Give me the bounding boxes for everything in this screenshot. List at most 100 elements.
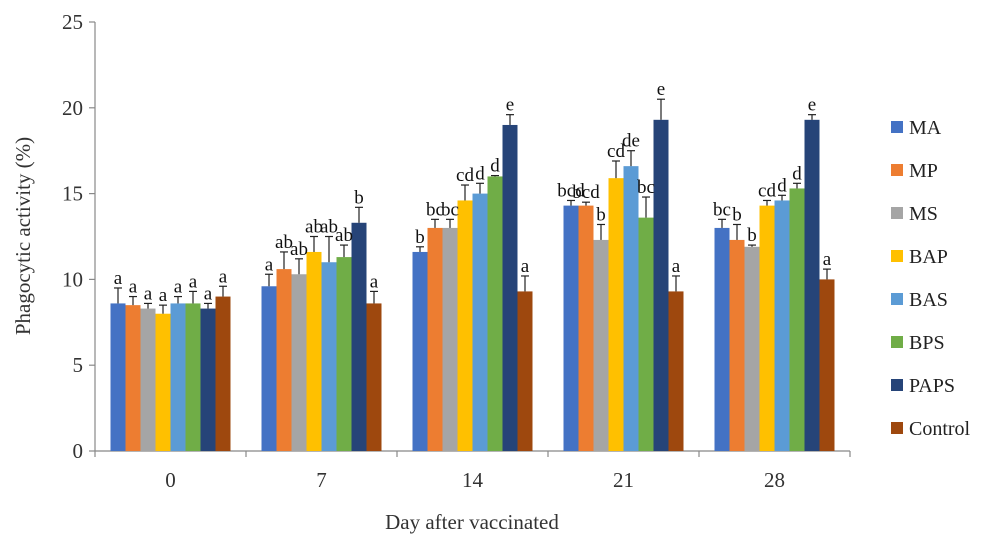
legend-swatch-ma bbox=[891, 121, 903, 133]
bar-bas bbox=[774, 200, 790, 451]
y-tick-label: 20 bbox=[62, 96, 83, 120]
bar-ms bbox=[593, 239, 609, 451]
bar-mp bbox=[729, 239, 745, 451]
bar-ma bbox=[110, 303, 126, 451]
significance-label: a bbox=[370, 271, 379, 292]
significance-label: b bbox=[354, 187, 364, 208]
legend-swatch-bps bbox=[891, 336, 903, 348]
y-tick-label: 5 bbox=[73, 353, 84, 377]
significance-label: cd bbox=[456, 165, 474, 186]
significance-label: bcd bbox=[557, 180, 585, 201]
legend-label-ms: MS bbox=[909, 203, 938, 225]
x-tick-label: 0 bbox=[165, 468, 176, 492]
bar-ms bbox=[140, 308, 156, 451]
significance-label: bc bbox=[426, 199, 444, 220]
bar-paps bbox=[351, 222, 367, 451]
x-axis: 0 7 14 21 28 bbox=[94, 450, 851, 492]
significance-label: a bbox=[265, 254, 274, 275]
significance-label: b bbox=[747, 225, 757, 246]
significance-label: bc bbox=[441, 199, 459, 220]
significance-label: b bbox=[732, 204, 742, 225]
significance-label: de bbox=[622, 131, 640, 152]
significance-label: a bbox=[129, 277, 138, 298]
significance-label: ab bbox=[290, 239, 308, 260]
bar-bap bbox=[608, 178, 624, 451]
significance-label: a bbox=[159, 285, 168, 306]
bar-control bbox=[366, 303, 382, 451]
legend-swatch-bas bbox=[891, 293, 903, 305]
significance-label: a bbox=[219, 266, 228, 287]
significance-label: bc bbox=[637, 177, 655, 198]
bar-control bbox=[668, 291, 684, 451]
legend-label-paps: PAPS bbox=[909, 375, 955, 397]
significance-label: d bbox=[777, 175, 787, 196]
x-tick-label: 14 bbox=[462, 468, 484, 492]
significance-label: e bbox=[808, 95, 816, 116]
y-tick-label: 25 bbox=[62, 10, 83, 34]
legend-label-ma: MA bbox=[909, 117, 942, 139]
significance-label: a bbox=[672, 256, 681, 277]
bar-mp bbox=[125, 305, 141, 451]
bar-bas bbox=[623, 166, 639, 452]
significance-label: bcd bbox=[572, 182, 600, 203]
bar-control bbox=[215, 296, 231, 451]
bar-bap bbox=[759, 205, 775, 451]
bar-ma bbox=[261, 286, 277, 451]
bar-ms bbox=[442, 227, 458, 451]
significance-label: ab bbox=[320, 217, 338, 238]
legend-swatch-bap bbox=[891, 250, 903, 262]
significance-label: d bbox=[490, 156, 500, 177]
significance-label: a bbox=[189, 271, 198, 292]
bar-bps bbox=[487, 176, 503, 451]
significance-label: a bbox=[144, 283, 153, 304]
bar-paps bbox=[200, 308, 216, 451]
bar-mp bbox=[578, 205, 594, 451]
significance-label: d bbox=[475, 163, 485, 184]
bar-bas bbox=[321, 262, 337, 451]
legend-swatch-control bbox=[891, 422, 903, 434]
bar-bps bbox=[789, 188, 805, 451]
bar-mp bbox=[427, 227, 443, 451]
significance-label: d bbox=[792, 163, 802, 184]
bar-bas bbox=[472, 193, 488, 451]
legend-label-bas: BAS bbox=[909, 289, 948, 311]
x-axis-title: Day after vaccinated bbox=[385, 510, 559, 534]
significance-label: b bbox=[415, 227, 425, 248]
significance-label: a bbox=[114, 268, 123, 289]
bar-mp bbox=[276, 269, 292, 451]
y-tick-label: 0 bbox=[73, 439, 84, 463]
bar-bps bbox=[185, 303, 201, 451]
bar-paps bbox=[653, 119, 669, 451]
bar-bps bbox=[336, 257, 352, 451]
significance-label: a bbox=[823, 249, 832, 270]
y-axis-title: Phagocytic activity (%) bbox=[11, 137, 35, 335]
legend: MA MP MS BAP BAS BPS PAPS Control bbox=[891, 117, 971, 440]
bar-control bbox=[517, 291, 533, 451]
significance-label: bc bbox=[713, 199, 731, 220]
bar-ma bbox=[714, 227, 730, 451]
legend-label-mp: MP bbox=[909, 160, 938, 182]
y-tick-label: 15 bbox=[62, 182, 83, 206]
significance-label: cd bbox=[607, 141, 625, 162]
bar-bap bbox=[306, 251, 322, 451]
bar-bps bbox=[638, 217, 654, 451]
significance-label: ab bbox=[275, 232, 293, 253]
y-axis: 0 5 10 15 20 25 bbox=[62, 10, 96, 463]
legend-swatch-mp bbox=[891, 164, 903, 176]
x-tick-label: 28 bbox=[764, 468, 785, 492]
bar-bas bbox=[170, 303, 186, 451]
significance-label: ab bbox=[305, 217, 323, 238]
x-tick-label: 7 bbox=[316, 468, 327, 492]
legend-label-control: Control bbox=[909, 418, 971, 440]
x-tick-label: 21 bbox=[613, 468, 634, 492]
bar-bap bbox=[457, 200, 473, 451]
significance-label: e bbox=[657, 79, 665, 100]
significance-label: e bbox=[506, 95, 514, 116]
significance-label: b bbox=[596, 204, 606, 225]
legend-label-bps: BPS bbox=[909, 332, 945, 354]
bar-ms bbox=[744, 246, 760, 451]
significance-label: cd bbox=[758, 180, 776, 201]
significance-label: a bbox=[174, 277, 183, 298]
